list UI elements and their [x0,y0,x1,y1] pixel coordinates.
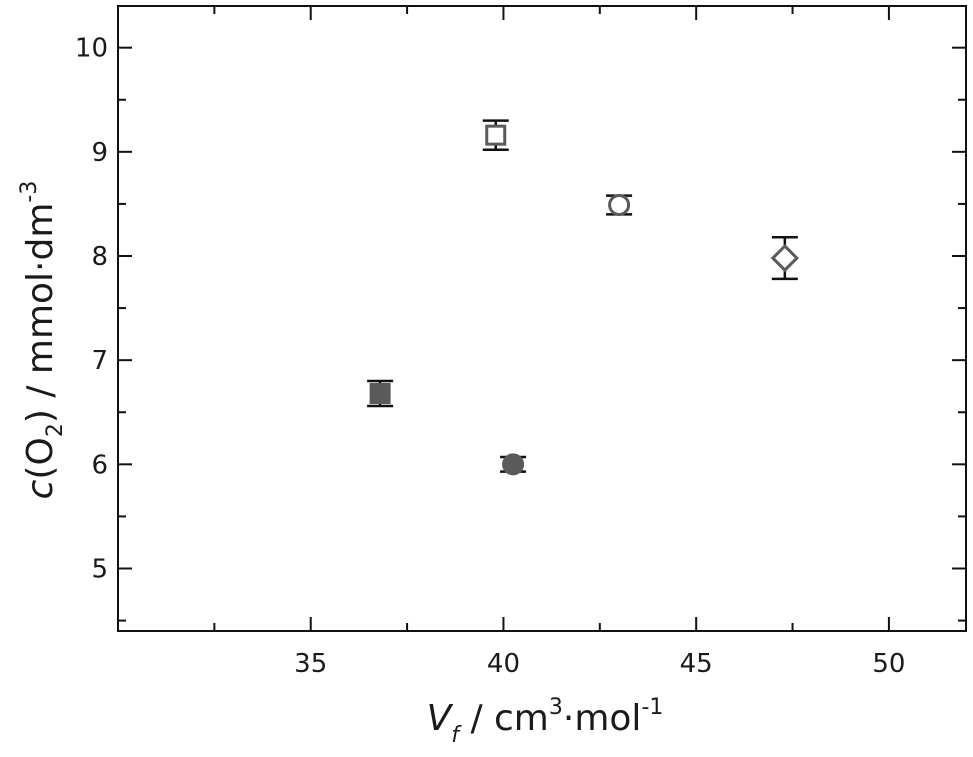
x-axis-ticks: 35 40 45 50 [213,6,905,679]
y-tick-label: 8 [91,242,108,272]
data-point-circle-filled [500,453,527,476]
x-axis-unit-a: / cm [459,698,549,739]
marker-circle [608,193,631,216]
y-tick-label: 10 [75,34,108,64]
plot-area-border [117,5,967,632]
x-tick-label: 40 [487,649,520,679]
data-point-square-open [482,119,509,151]
data-point-circle-open [606,193,633,216]
y-axis-var: c [20,479,61,499]
y-tick-label: 9 [91,138,108,168]
x-axis-unit-b-sup: -1 [641,695,663,720]
x-axis-title: Vf / cm3·mol-1 [427,695,664,748]
y-axis-open: (O [20,437,61,479]
marker-square [369,383,391,404]
y-axis-title: c(O2) / mmol·dm-3 [17,181,68,500]
marker-square [485,124,507,146]
x-tick-label: 45 [680,649,713,679]
x-tick-label: 50 [872,649,905,679]
x-axis-unit-a-sup: 3 [549,695,563,720]
data-point-diamond-open [770,236,799,281]
y-tick-label: 7 [91,346,108,376]
marker-circle [502,453,525,476]
x-tick-label: 35 [294,649,327,679]
x-axis-unit-b: ·mol [563,698,642,739]
data-point-square-filled [367,379,394,408]
y-axis-sup: -3 [17,181,42,203]
y-axis-sub: 2 [43,423,68,437]
x-axis-var-sub: f [451,723,462,748]
plot-frame [117,5,967,632]
marker-diamond [770,243,799,273]
data-points [367,119,799,476]
y-axis-close: ) / mmol·dm [20,203,61,424]
y-tick-label: 6 [91,450,108,480]
y-tick-label: 5 [91,555,108,585]
y-axis-ticks: 5 6 7 8 9 10 [75,34,966,622]
x-axis-var: V [427,698,454,739]
